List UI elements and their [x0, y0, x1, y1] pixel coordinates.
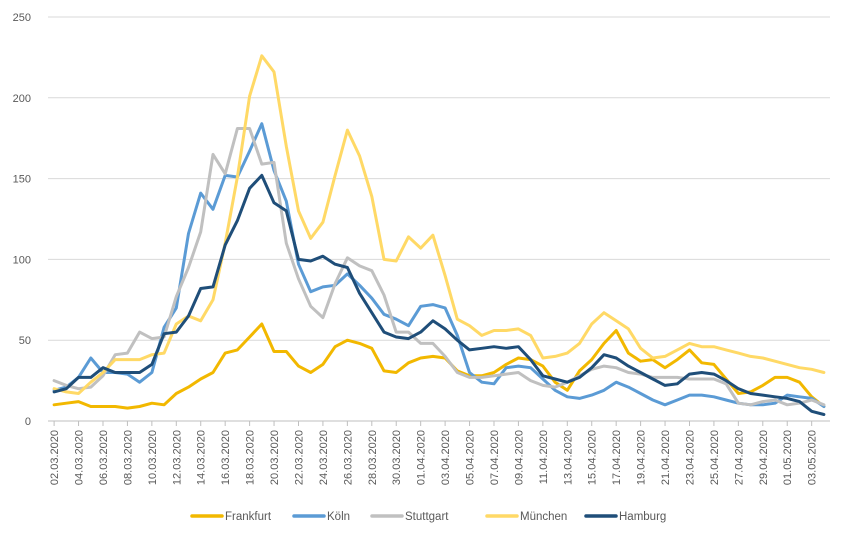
- y-tick-label: 250: [13, 12, 31, 24]
- series-line-frankfurt: [52, 322, 826, 410]
- legend-label: Hamburg: [619, 511, 666, 523]
- x-tick-label: 18.03.2020: [245, 430, 257, 485]
- x-tick-label: 02.03.2020: [49, 430, 61, 485]
- x-tick-label: 05.04.2020: [465, 430, 477, 485]
- x-tick-label: 16.03.2020: [220, 430, 232, 485]
- y-tick-label: 100: [13, 254, 31, 266]
- x-tick-label: 15.04.2020: [587, 430, 599, 485]
- x-tick-label: 12.03.2020: [171, 430, 183, 485]
- x-tick-label: 04.03.2020: [74, 430, 86, 485]
- y-tick-label: 150: [13, 174, 31, 186]
- x-tick-label: 06.03.2020: [98, 430, 110, 485]
- x-tick-label: 23.04.2020: [684, 430, 696, 485]
- x-tick-label: 21.04.2020: [660, 430, 672, 485]
- x-tick-label: 28.03.2020: [367, 430, 379, 485]
- x-tick-label: 27.04.2020: [733, 430, 745, 485]
- x-tick-label: 30.03.2020: [391, 430, 403, 485]
- x-tick-label: 24.03.2020: [318, 430, 330, 485]
- legend-label: Stuttgart: [405, 511, 449, 523]
- x-tick-label: 11.04.2020: [538, 430, 550, 484]
- y-tick-label: 200: [13, 93, 31, 105]
- x-tick-label: 14.03.2020: [196, 430, 208, 485]
- x-tick-label: 20.03.2020: [269, 430, 281, 485]
- series-line-hamburg: [52, 173, 826, 416]
- legend-label: München: [520, 511, 567, 523]
- series-line-stuttgart: [52, 127, 826, 407]
- x-tick-label: 08.03.2020: [122, 430, 134, 485]
- gridlines: [48, 16, 830, 422]
- x-tick-label: 13.04.2020: [562, 430, 574, 485]
- legend-label: Frankfurt: [225, 511, 272, 523]
- x-tick-label: 01.04.2020: [416, 430, 428, 485]
- x-tick-label: 07.04.2020: [489, 430, 501, 485]
- y-tick-label: 0: [25, 416, 31, 428]
- x-tick-label: 09.04.2020: [513, 430, 525, 485]
- legend: Frankfurt Köln Stuttgart München Hamburg: [190, 511, 666, 523]
- x-tick-label: 22.03.2020: [293, 430, 305, 485]
- axes: 0 50 100 150 200 250 02.03.2020 04.03.2020 06.03…: [13, 12, 819, 485]
- x-tick-label: 03.05.2020: [807, 430, 819, 485]
- series-line-münchen: [52, 54, 826, 395]
- x-tick-label: 03.04.2020: [440, 430, 452, 485]
- x-tick-label: 10.03.2020: [147, 430, 159, 485]
- y-tick-label: 50: [19, 335, 31, 347]
- x-tick-label: 17.04.2020: [611, 430, 623, 485]
- series-line-köln: [52, 122, 826, 408]
- x-tick-label: 29.04.2020: [758, 430, 770, 485]
- x-tick-label: 19.04.2020: [636, 430, 648, 485]
- series-lines: [52, 54, 826, 416]
- x-tick-label: 26.03.2020: [342, 430, 354, 485]
- legend-label: Köln: [327, 511, 350, 523]
- x-tick-label: 01.05.2020: [782, 430, 794, 485]
- x-tick-label: 25.04.2020: [709, 430, 721, 485]
